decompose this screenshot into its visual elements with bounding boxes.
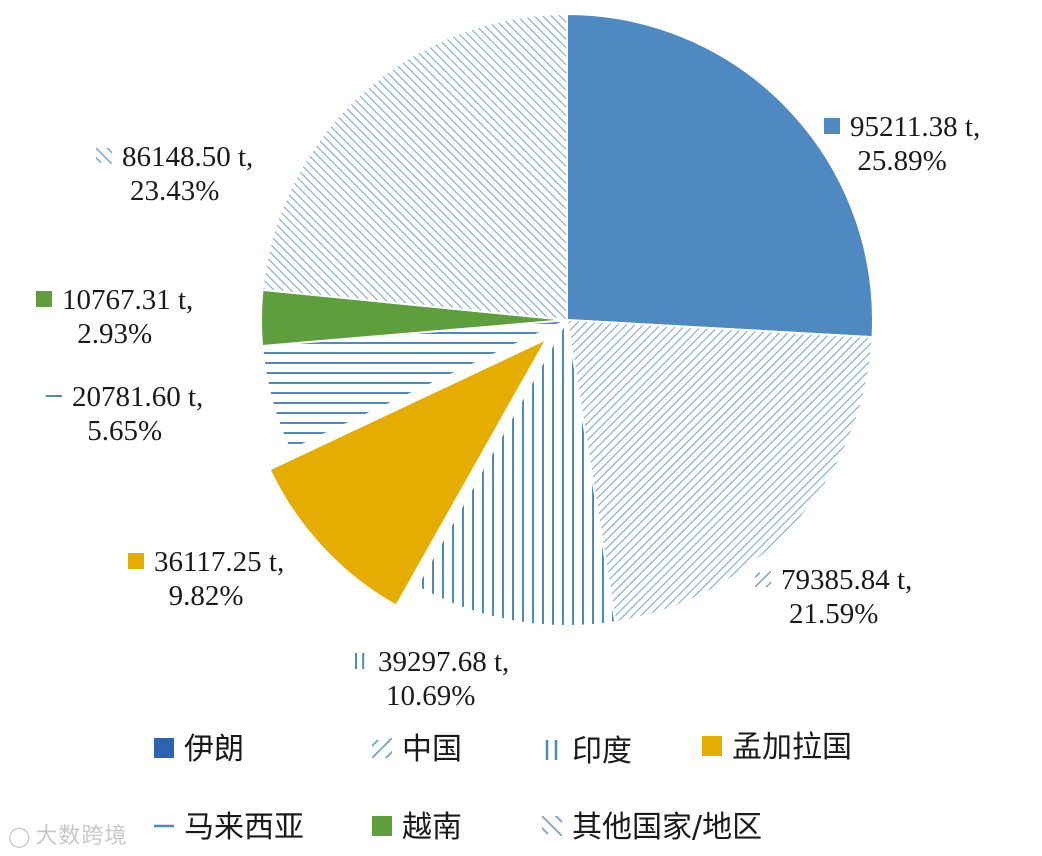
legend-swatch-diagonal-back-icon [542, 815, 562, 836]
legend-swatch-solid-blue-icon [154, 737, 174, 758]
slice-value-vietnam: 10767.31 t, [62, 284, 194, 316]
slice-label-vietnam: 10767.31 t, 2.93% [36, 283, 193, 351]
legend-item-malaysia: 马来西亚 [154, 810, 304, 846]
legend-swatch-solid-green-icon [372, 815, 392, 836]
swatch-solid-blue-icon [824, 118, 840, 135]
legend-label-other: 其他国家/地区 [572, 810, 763, 845]
watermark: ◯ 大数跨境 [8, 818, 127, 850]
slice-value-india: 39297.68 t, [378, 646, 510, 678]
slice-label-other: 86148.50 t, 23.43% [96, 140, 253, 208]
slice-percent-india: 10.69% [385, 680, 476, 712]
legend-label-malaysia: 马来西亚 [184, 810, 304, 845]
swatch-solid-gold-icon [128, 553, 144, 570]
swatch-horizontal-icon [46, 388, 62, 405]
slice-label-iran: 95211.38 t, 25.89% [824, 110, 980, 178]
legend-item-vietnam: 越南 [372, 810, 462, 846]
legend-label-bangladesh: 孟加拉国 [732, 730, 852, 765]
legend-swatch-horizontal-icon [154, 815, 174, 836]
legend-item-iran: 伊朗 [154, 732, 244, 768]
slice-value-malaysia: 20781.60 t, [72, 381, 204, 413]
pie-slice-3 [268, 336, 549, 607]
slice-percent-malaysia: 5.65% [87, 415, 163, 447]
legend-label-china: 中国 [402, 732, 462, 767]
slice-value-china: 79385.84 t, [781, 564, 913, 596]
legend-item-bangladesh: 孟加拉国 [702, 730, 852, 766]
legend-swatch-vertical-icon [542, 739, 562, 760]
slice-value-iran: 95211.38 t, [850, 111, 981, 143]
slice-label-india: 39297.68 t, 10.69% [352, 645, 509, 713]
pie-slice-6 [261, 12, 568, 322]
slice-percent-bangladesh: 9.82% [168, 580, 244, 612]
slice-percent-china: 21.59% [788, 598, 879, 630]
swatch-vertical-icon [352, 653, 368, 670]
slice-percent-other: 23.43% [129, 175, 220, 207]
legend-label-iran: 伊朗 [184, 732, 244, 767]
pie-slice-1 [565, 318, 874, 624]
slice-value-other: 86148.50 t, [122, 141, 254, 173]
watermark-text: 大数跨境 [35, 824, 128, 849]
legend-label-india: 印度 [572, 734, 632, 769]
pie-slice-0 [566, 12, 874, 339]
slice-label-china: 79385.84 t, 21.59% [755, 563, 912, 631]
legend-item-other: 其他国家/地区 [542, 810, 762, 846]
legend-item-china: 中国 [372, 732, 462, 768]
legend-swatch-solid-gold-icon [702, 735, 722, 756]
pie-slice-2 [415, 317, 617, 627]
slice-percent-iran: 25.89% [857, 145, 947, 177]
swatch-diagonal-icon [755, 571, 771, 588]
slice-percent-vietnam: 2.93% [77, 318, 153, 350]
legend-swatch-diagonal-icon [372, 737, 392, 758]
swatch-diagonal-back-icon [96, 148, 112, 165]
slice-value-bangladesh: 36117.25 t, [154, 546, 285, 578]
legend-item-india: 印度 [542, 734, 632, 770]
watermark-logo-icon: ◯ [8, 824, 32, 848]
slice-label-bangladesh: 36117.25 t, 9.82% [128, 545, 284, 613]
slice-label-malaysia: 20781.60 t, 5.65% [46, 380, 203, 448]
swatch-solid-green-icon [36, 291, 52, 308]
legend-label-vietnam: 越南 [402, 810, 462, 845]
